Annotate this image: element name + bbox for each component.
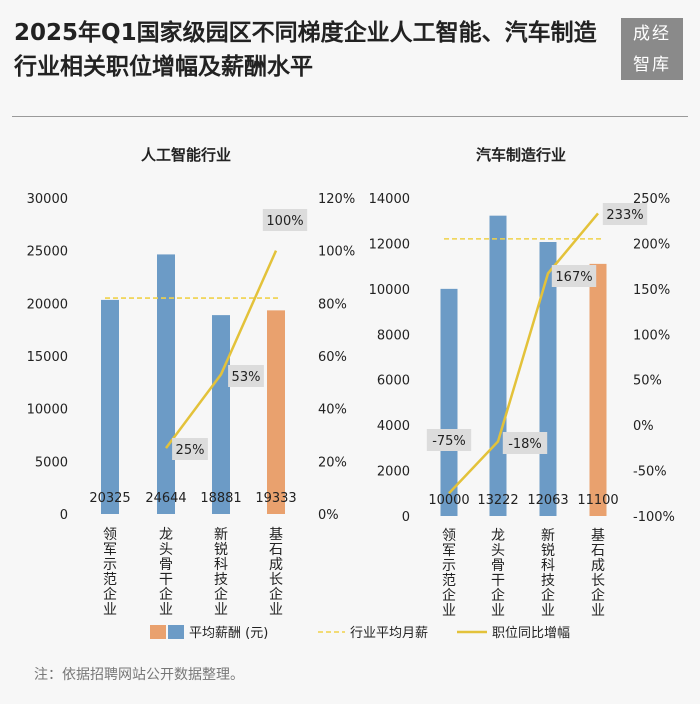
logo-line-1: 成经 [633,23,671,44]
right-axis-tick-label: 100% [633,328,670,343]
growth-data-label: -18% [508,437,542,452]
growth-label-box [262,209,308,231]
chart-title: 人工智能行业 [141,146,231,164]
salary-bar [212,315,230,514]
growth-data-label: 25% [176,443,205,458]
right-axis-tick-label: 200% [633,237,670,252]
left-axis-tick-label: 5000 [35,455,68,470]
right-axis-tick-label: 60% [318,350,347,365]
salary-data-label: 20325 [89,491,130,506]
category-label: 龙头骨干企业 [491,528,505,619]
growth-data-label: -75% [432,434,466,449]
salary-bar [267,310,285,514]
growth-label-box [426,429,472,451]
growth-data-label: 233% [606,208,643,223]
salary-data-label: 12063 [527,493,568,508]
salary-data-label: 11100 [577,493,618,508]
left-axis-tick-label: 15000 [27,350,68,365]
growth-label-box [551,265,597,287]
left-axis-tick-label: 8000 [377,328,410,343]
salary-bar [489,215,507,517]
left-axis-tick-label: 0 [60,508,68,523]
growth-label-box [602,203,648,225]
growth-line [164,250,278,449]
chart-title: 汽车制造行业 [476,146,566,164]
legend-swatch-orange [150,625,166,639]
left-axis-tick-label: 10000 [27,403,68,418]
page-title: 2025年Q1国家级园区不同梯度企业人工智能、汽车制造行业相关职位增幅及薪酬水平 [14,20,597,80]
category-label: 新锐科技企业 [214,527,228,618]
left-axis-tick-label: 30000 [27,192,68,207]
growth-label-box [172,438,208,460]
salary-data-label: 13222 [477,493,518,508]
salary-bar [440,288,458,516]
category-label: 新锐科技企业 [541,528,555,619]
left-axis-tick-label: 2000 [377,465,410,480]
title-divider [12,116,688,117]
left-axis-tick-label: 6000 [377,374,410,389]
right-axis-tick-label: 40% [318,403,347,418]
footnote: 注：依据招聘网站公开数据整理。 [34,667,244,683]
right-axis-tick-label: 80% [318,297,347,312]
left-axis-tick-label: 0 [402,510,410,525]
salary-data-label: 18881 [200,491,241,506]
left-axis-tick-label: 10000 [369,283,410,298]
category-label: 领军示范企业 [442,528,456,619]
logo-line-2: 智库 [633,54,671,75]
brand-logo: 成经 智库 [621,18,683,80]
right-axis-tick-label: 150% [633,283,670,298]
salary-data-label: 24644 [145,491,186,506]
right-axis-tick-label: -50% [633,465,667,480]
left-axis-tick-label: 14000 [369,192,410,207]
left-axis-tick-label: 4000 [377,419,410,434]
category-label: 基石成长企业 [591,527,605,619]
growth-data-label: 53% [232,370,261,385]
right-axis-tick-label: -100% [633,510,675,525]
growth-data-label: 100% [266,214,303,229]
category-label: 基石成长企业 [269,526,283,618]
right-axis-tick-label: 100% [318,245,355,260]
legend-average-label: 行业平均月薪 [350,626,428,641]
salary-bar [101,299,119,514]
category-label: 龙头骨干企业 [159,527,173,618]
salary-bar [157,254,175,514]
left-axis-tick-label: 12000 [369,237,410,252]
growth-data-label: 167% [555,270,592,285]
right-axis-tick-label: 120% [318,192,355,207]
category-label: 领军示范企业 [103,527,117,618]
legend-salary-label: 平均薪酬 (元) [189,626,268,641]
right-axis-tick-label: 0% [633,419,654,434]
growth-line [448,212,599,495]
legend-growth-label: 职位同比增幅 [492,626,570,641]
growth-label-box [228,365,264,387]
growth-label-box [502,432,548,454]
salary-data-label: 10000 [428,493,469,508]
legend-swatch-blue [168,625,184,639]
right-axis-tick-label: 50% [633,374,662,389]
salary-bar [589,263,607,516]
left-axis-tick-label: 20000 [27,297,68,312]
salary-data-label: 19333 [255,491,296,506]
right-axis-tick-label: 20% [318,455,347,470]
right-axis-tick-label: 0% [318,508,339,523]
left-axis-tick-label: 25000 [27,245,68,260]
